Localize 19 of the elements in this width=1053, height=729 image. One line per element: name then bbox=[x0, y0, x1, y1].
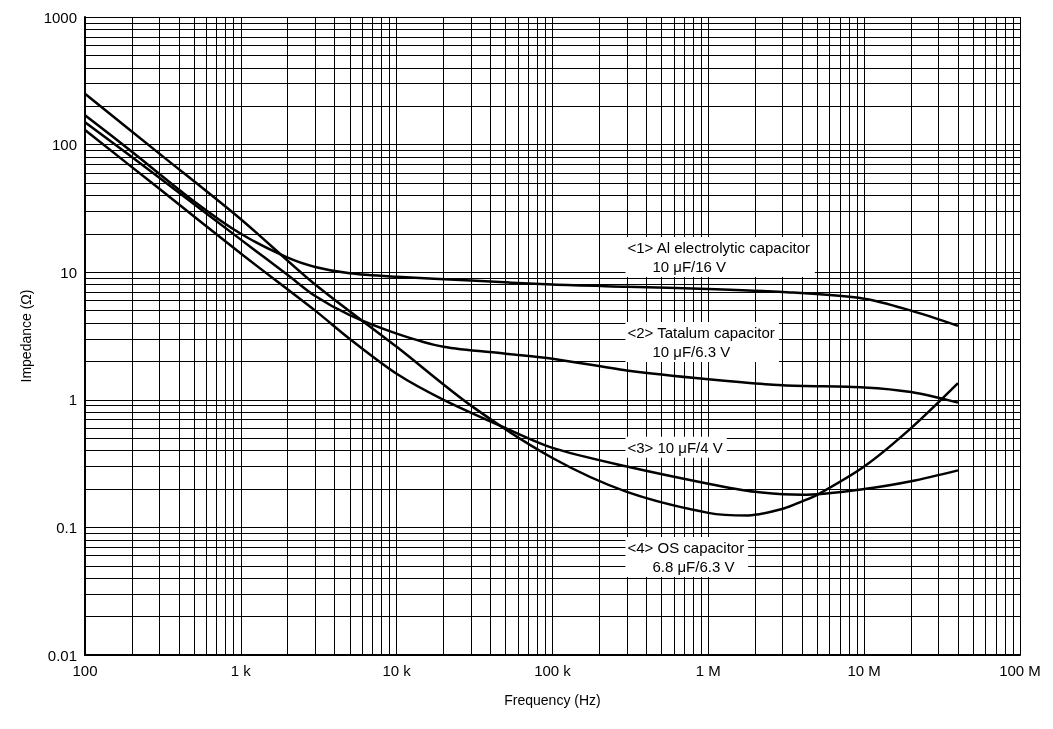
y-tick-label: 10 bbox=[60, 263, 77, 281]
y-tick-label: 1000 bbox=[43, 8, 77, 26]
y-tick-label: 0.01 bbox=[47, 646, 77, 664]
series-label: <3> 10 μF/4 V bbox=[627, 438, 723, 456]
series-label: <4> OS capacitor 6.8 μF/6.3 V bbox=[627, 538, 745, 575]
x-tick-label: 100 M bbox=[999, 662, 1041, 679]
y-tick-label: 0.1 bbox=[56, 518, 77, 536]
series-label: <1> Al electrolytic capacitor 10 μF/16 V bbox=[627, 239, 811, 276]
x-tick-label: 100 bbox=[72, 662, 98, 679]
y-tick-label: 100 bbox=[51, 136, 77, 154]
x-tick-label: 10 M bbox=[847, 662, 881, 679]
x-axis-title: Frequency (Hz) bbox=[504, 692, 601, 708]
y-axis-title: Impedance (Ω) bbox=[17, 289, 34, 383]
series-label: <2> Tatalum capacitor 10 μF/6.3 V bbox=[627, 323, 775, 360]
x-tick-label: 10 k bbox=[382, 662, 412, 679]
x-tick-label: 100 k bbox=[534, 662, 572, 679]
x-tick-label: 1 k bbox=[230, 662, 252, 679]
y-tick-label: 1 bbox=[68, 391, 77, 409]
x-tick-label: 1 M bbox=[695, 662, 721, 679]
